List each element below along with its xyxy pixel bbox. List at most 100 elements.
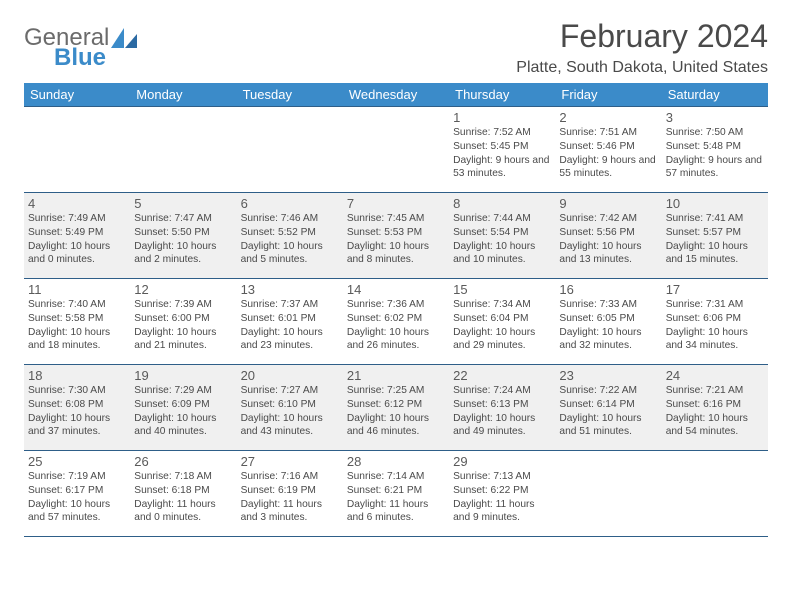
- day-number: 8: [453, 196, 551, 211]
- calendar-day-cell: 17Sunrise: 7:31 AMSunset: 6:06 PMDayligh…: [662, 279, 768, 365]
- calendar-week-row: 1Sunrise: 7:52 AMSunset: 5:45 PMDaylight…: [24, 107, 768, 193]
- day-number: 10: [666, 196, 764, 211]
- calendar-day-cell: 21Sunrise: 7:25 AMSunset: 6:12 PMDayligh…: [343, 365, 449, 451]
- calendar-day-cell: 28Sunrise: 7:14 AMSunset: 6:21 PMDayligh…: [343, 451, 449, 537]
- day-info: Sunrise: 7:14 AMSunset: 6:21 PMDaylight:…: [347, 470, 445, 525]
- day-info: Sunrise: 7:22 AMSunset: 6:14 PMDaylight:…: [559, 384, 657, 439]
- day-info: Sunrise: 7:18 AMSunset: 6:18 PMDaylight:…: [134, 470, 232, 525]
- day-info: Sunrise: 7:13 AMSunset: 6:22 PMDaylight:…: [453, 470, 551, 525]
- day-number: 11: [28, 282, 126, 297]
- day-info: Sunrise: 7:52 AMSunset: 5:45 PMDaylight:…: [453, 126, 551, 181]
- month-title: February 2024: [516, 18, 768, 55]
- weekday-header: Sunday: [24, 83, 130, 107]
- day-number: 7: [347, 196, 445, 211]
- day-number: 9: [559, 196, 657, 211]
- logo-sail-icon: [111, 28, 137, 48]
- day-info: Sunrise: 7:31 AMSunset: 6:06 PMDaylight:…: [666, 298, 764, 353]
- logo: General Blue: [24, 18, 137, 70]
- day-number: 3: [666, 110, 764, 125]
- day-number: 19: [134, 368, 232, 383]
- calendar-day-cell: 25Sunrise: 7:19 AMSunset: 6:17 PMDayligh…: [24, 451, 130, 537]
- day-number: 18: [28, 368, 126, 383]
- day-number: 1: [453, 110, 551, 125]
- day-number: 28: [347, 454, 445, 469]
- day-number: 26: [134, 454, 232, 469]
- weekday-header: Saturday: [662, 83, 768, 107]
- logo-text-blue: Blue: [54, 46, 137, 70]
- day-info: Sunrise: 7:25 AMSunset: 6:12 PMDaylight:…: [347, 384, 445, 439]
- calendar-day-cell: 18Sunrise: 7:30 AMSunset: 6:08 PMDayligh…: [24, 365, 130, 451]
- calendar-day-cell: 1Sunrise: 7:52 AMSunset: 5:45 PMDaylight…: [449, 107, 555, 193]
- calendar-day-cell: [130, 107, 236, 193]
- title-block: February 2024 Platte, South Dakota, Unit…: [516, 18, 768, 77]
- day-number: 14: [347, 282, 445, 297]
- weekday-header: Wednesday: [343, 83, 449, 107]
- day-info: Sunrise: 7:49 AMSunset: 5:49 PMDaylight:…: [28, 212, 126, 267]
- day-number: 4: [28, 196, 126, 211]
- day-info: Sunrise: 7:37 AMSunset: 6:01 PMDaylight:…: [241, 298, 339, 353]
- day-info: Sunrise: 7:45 AMSunset: 5:53 PMDaylight:…: [347, 212, 445, 267]
- day-info: Sunrise: 7:16 AMSunset: 6:19 PMDaylight:…: [241, 470, 339, 525]
- day-info: Sunrise: 7:50 AMSunset: 5:48 PMDaylight:…: [666, 126, 764, 181]
- day-info: Sunrise: 7:21 AMSunset: 6:16 PMDaylight:…: [666, 384, 764, 439]
- calendar-day-cell: 29Sunrise: 7:13 AMSunset: 6:22 PMDayligh…: [449, 451, 555, 537]
- day-number: 20: [241, 368, 339, 383]
- weekday-header: Monday: [130, 83, 236, 107]
- day-number: 25: [28, 454, 126, 469]
- calendar-day-cell: 9Sunrise: 7:42 AMSunset: 5:56 PMDaylight…: [555, 193, 661, 279]
- calendar-day-cell: 24Sunrise: 7:21 AMSunset: 6:16 PMDayligh…: [662, 365, 768, 451]
- day-number: 2: [559, 110, 657, 125]
- weekday-header: Friday: [555, 83, 661, 107]
- day-info: Sunrise: 7:51 AMSunset: 5:46 PMDaylight:…: [559, 126, 657, 181]
- day-info: Sunrise: 7:46 AMSunset: 5:52 PMDaylight:…: [241, 212, 339, 267]
- day-info: Sunrise: 7:40 AMSunset: 5:58 PMDaylight:…: [28, 298, 126, 353]
- day-info: Sunrise: 7:44 AMSunset: 5:54 PMDaylight:…: [453, 212, 551, 267]
- day-number: 22: [453, 368, 551, 383]
- day-info: Sunrise: 7:42 AMSunset: 5:56 PMDaylight:…: [559, 212, 657, 267]
- calendar-day-cell: 22Sunrise: 7:24 AMSunset: 6:13 PMDayligh…: [449, 365, 555, 451]
- day-info: Sunrise: 7:24 AMSunset: 6:13 PMDaylight:…: [453, 384, 551, 439]
- day-info: Sunrise: 7:34 AMSunset: 6:04 PMDaylight:…: [453, 298, 551, 353]
- day-number: 16: [559, 282, 657, 297]
- calendar-week-row: 4Sunrise: 7:49 AMSunset: 5:49 PMDaylight…: [24, 193, 768, 279]
- calendar-day-cell: 5Sunrise: 7:47 AMSunset: 5:50 PMDaylight…: [130, 193, 236, 279]
- day-info: Sunrise: 7:36 AMSunset: 6:02 PMDaylight:…: [347, 298, 445, 353]
- calendar-day-cell: 27Sunrise: 7:16 AMSunset: 6:19 PMDayligh…: [237, 451, 343, 537]
- calendar-day-cell: 2Sunrise: 7:51 AMSunset: 5:46 PMDaylight…: [555, 107, 661, 193]
- calendar-week-row: 18Sunrise: 7:30 AMSunset: 6:08 PMDayligh…: [24, 365, 768, 451]
- calendar-body: 1Sunrise: 7:52 AMSunset: 5:45 PMDaylight…: [24, 107, 768, 537]
- day-info: Sunrise: 7:29 AMSunset: 6:09 PMDaylight:…: [134, 384, 232, 439]
- calendar-day-cell: 10Sunrise: 7:41 AMSunset: 5:57 PMDayligh…: [662, 193, 768, 279]
- weekday-header: Tuesday: [237, 83, 343, 107]
- day-info: Sunrise: 7:33 AMSunset: 6:05 PMDaylight:…: [559, 298, 657, 353]
- calendar-day-cell: 20Sunrise: 7:27 AMSunset: 6:10 PMDayligh…: [237, 365, 343, 451]
- calendar-day-cell: 14Sunrise: 7:36 AMSunset: 6:02 PMDayligh…: [343, 279, 449, 365]
- calendar-day-cell: 13Sunrise: 7:37 AMSunset: 6:01 PMDayligh…: [237, 279, 343, 365]
- day-info: Sunrise: 7:41 AMSunset: 5:57 PMDaylight:…: [666, 212, 764, 267]
- calendar-day-cell: 16Sunrise: 7:33 AMSunset: 6:05 PMDayligh…: [555, 279, 661, 365]
- calendar-day-cell: 7Sunrise: 7:45 AMSunset: 5:53 PMDaylight…: [343, 193, 449, 279]
- day-number: 27: [241, 454, 339, 469]
- day-info: Sunrise: 7:47 AMSunset: 5:50 PMDaylight:…: [134, 212, 232, 267]
- day-info: Sunrise: 7:19 AMSunset: 6:17 PMDaylight:…: [28, 470, 126, 525]
- calendar-day-cell: [237, 107, 343, 193]
- location-subtitle: Platte, South Dakota, United States: [516, 59, 768, 77]
- day-info: Sunrise: 7:27 AMSunset: 6:10 PMDaylight:…: [241, 384, 339, 439]
- calendar-day-cell: [662, 451, 768, 537]
- calendar-week-row: 11Sunrise: 7:40 AMSunset: 5:58 PMDayligh…: [24, 279, 768, 365]
- calendar-week-row: 25Sunrise: 7:19 AMSunset: 6:17 PMDayligh…: [24, 451, 768, 537]
- weekday-header: Thursday: [449, 83, 555, 107]
- day-info: Sunrise: 7:30 AMSunset: 6:08 PMDaylight:…: [28, 384, 126, 439]
- day-number: 29: [453, 454, 551, 469]
- day-number: 12: [134, 282, 232, 297]
- calendar-day-cell: 26Sunrise: 7:18 AMSunset: 6:18 PMDayligh…: [130, 451, 236, 537]
- day-number: 21: [347, 368, 445, 383]
- day-number: 15: [453, 282, 551, 297]
- calendar-day-cell: 12Sunrise: 7:39 AMSunset: 6:00 PMDayligh…: [130, 279, 236, 365]
- calendar-day-cell: 3Sunrise: 7:50 AMSunset: 5:48 PMDaylight…: [662, 107, 768, 193]
- day-number: 17: [666, 282, 764, 297]
- calendar-day-cell: 11Sunrise: 7:40 AMSunset: 5:58 PMDayligh…: [24, 279, 130, 365]
- calendar-day-cell: 8Sunrise: 7:44 AMSunset: 5:54 PMDaylight…: [449, 193, 555, 279]
- calendar-day-cell: 4Sunrise: 7:49 AMSunset: 5:49 PMDaylight…: [24, 193, 130, 279]
- calendar-day-cell: 19Sunrise: 7:29 AMSunset: 6:09 PMDayligh…: [130, 365, 236, 451]
